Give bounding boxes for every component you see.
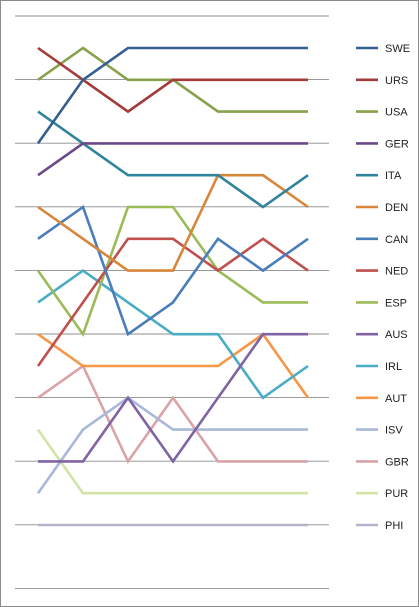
legend-label: PUR [385, 488, 408, 500]
legend-label: SWE [385, 43, 410, 55]
legend-entry-phi: PHI [356, 520, 403, 532]
series-line-pur [36, 428, 308, 495]
legend-label: ESP [385, 297, 407, 309]
series-line-can [37, 204, 309, 337]
legend-entry-aut: AUT [356, 393, 407, 405]
series-line-den [37, 173, 309, 272]
legend-label: USA [385, 107, 408, 119]
series-line-ita [37, 110, 309, 209]
legend-entry-pur: PUR [356, 488, 408, 500]
legend-entry-urs: URS [356, 75, 408, 87]
series-line-esp [36, 205, 308, 337]
legend-label: PHI [385, 520, 403, 532]
series-line-ger [37, 142, 308, 177]
legend-label: ISV [385, 425, 403, 437]
series-line-gbr [37, 364, 308, 464]
legend-entry-swe: SWE [356, 43, 410, 55]
legend-label: GBR [385, 456, 409, 468]
legend-label: URS [385, 75, 408, 87]
series-line-isv [36, 396, 308, 494]
legend-entry-ger: GER [356, 138, 409, 150]
series-line-aus [38, 332, 308, 464]
legend-entry-ita: ITA [356, 170, 402, 182]
legend-label: NED [385, 266, 408, 278]
legend-entry-den: DEN [356, 202, 408, 214]
legend-label: DEN [385, 202, 408, 214]
series-lines [36, 46, 310, 527]
legend-label: AUT [385, 393, 407, 405]
legend-entry-isv: ISV [356, 425, 403, 437]
legend-label: IRL [385, 361, 402, 373]
legend-entry-can: CAN [356, 234, 408, 246]
legend-entry-ned: NED [356, 266, 408, 278]
series-line-ned [36, 237, 309, 367]
legend-label: ITA [385, 170, 402, 182]
legend-entry-gbr: GBR [356, 456, 409, 468]
legend-label: CAN [385, 234, 408, 246]
series-line-swe [36, 46, 308, 145]
series-line-aut [37, 332, 310, 399]
series-line-irl [37, 269, 309, 400]
legend-entry-usa: USA [356, 107, 408, 119]
legend-label: GER [385, 138, 409, 150]
legend-label: AUS [385, 329, 408, 341]
legend: SWE URS USA GER ITA DEN CAN NED ESP AUS IRL AUT ISV G… [356, 43, 410, 532]
legend-entry-esp: ESP [356, 297, 407, 309]
legend-entry-aus: AUS [356, 329, 408, 341]
legend-entry-irl: IRL [356, 361, 402, 373]
